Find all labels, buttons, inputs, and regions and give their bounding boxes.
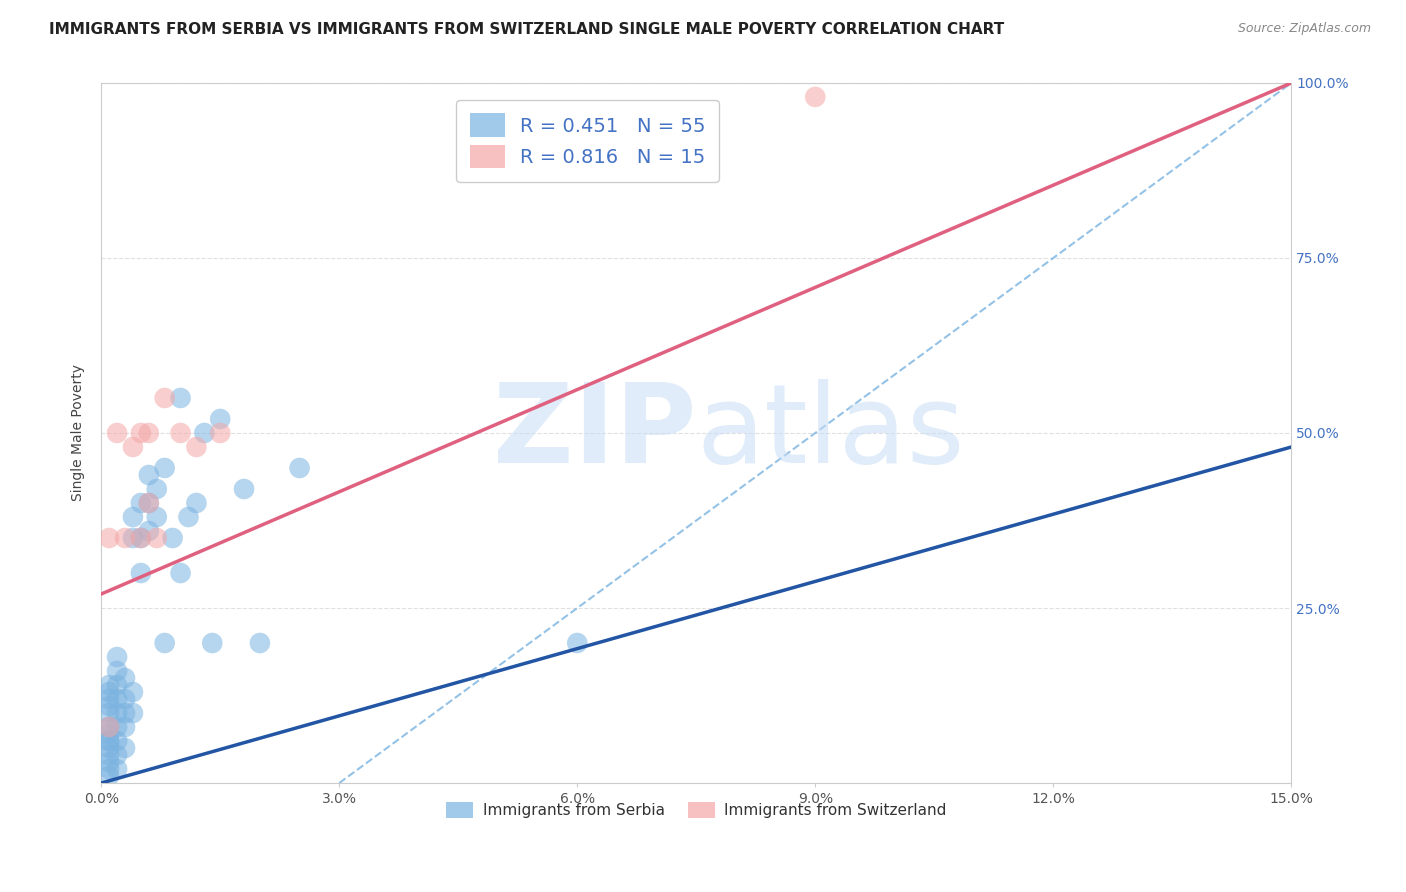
Y-axis label: Single Male Poverty: Single Male Poverty [72,365,86,501]
Text: IMMIGRANTS FROM SERBIA VS IMMIGRANTS FROM SWITZERLAND SINGLE MALE POVERTY CORREL: IMMIGRANTS FROM SERBIA VS IMMIGRANTS FRO… [49,22,1004,37]
Point [114,706,136,720]
Point [138,468,160,483]
Point [153,391,176,405]
Point [129,496,152,510]
Point [105,692,128,706]
Point [105,425,128,440]
Point [98,755,121,769]
Point [114,741,136,756]
Legend: Immigrants from Serbia, Immigrants from Switzerland: Immigrants from Serbia, Immigrants from … [440,797,953,824]
Point [567,636,589,650]
Text: atlas: atlas [696,379,965,486]
Point [98,734,121,748]
Point [105,706,128,720]
Point [98,706,121,720]
Point [145,482,167,496]
Point [98,741,121,756]
Point [209,412,232,426]
Point [153,636,176,650]
Point [122,440,145,454]
Point [114,671,136,685]
Point [105,747,128,762]
Point [169,391,191,405]
Point [114,531,136,545]
Point [105,720,128,734]
Point [162,531,184,545]
Point [138,524,160,538]
Point [98,531,121,545]
Point [249,636,271,650]
Point [193,425,215,440]
Point [105,650,128,665]
Point [129,531,152,545]
Point [98,720,121,734]
Point [114,720,136,734]
Point [201,636,224,650]
Point [105,762,128,776]
Point [169,566,191,580]
Point [129,566,152,580]
Point [122,706,145,720]
Point [129,425,152,440]
Point [98,685,121,699]
Point [114,692,136,706]
Point [98,720,121,734]
Point [98,747,121,762]
Point [288,461,311,475]
Point [122,531,145,545]
Text: ZIP: ZIP [494,379,696,486]
Point [105,678,128,692]
Text: Source: ZipAtlas.com: Source: ZipAtlas.com [1237,22,1371,36]
Point [153,461,176,475]
Point [233,482,256,496]
Point [98,769,121,783]
Point [98,678,121,692]
Point [122,510,145,524]
Point [122,685,145,699]
Point [129,531,152,545]
Point [98,699,121,714]
Point [169,425,191,440]
Point [177,510,200,524]
Point [138,496,160,510]
Point [138,496,160,510]
Point [145,531,167,545]
Point [105,734,128,748]
Point [186,496,208,510]
Point [98,727,121,741]
Point [138,425,160,440]
Point [186,440,208,454]
Point [98,762,121,776]
Point [98,692,121,706]
Point [145,510,167,524]
Point [804,90,827,104]
Point [105,664,128,678]
Point [98,734,121,748]
Point [98,720,121,734]
Point [209,425,232,440]
